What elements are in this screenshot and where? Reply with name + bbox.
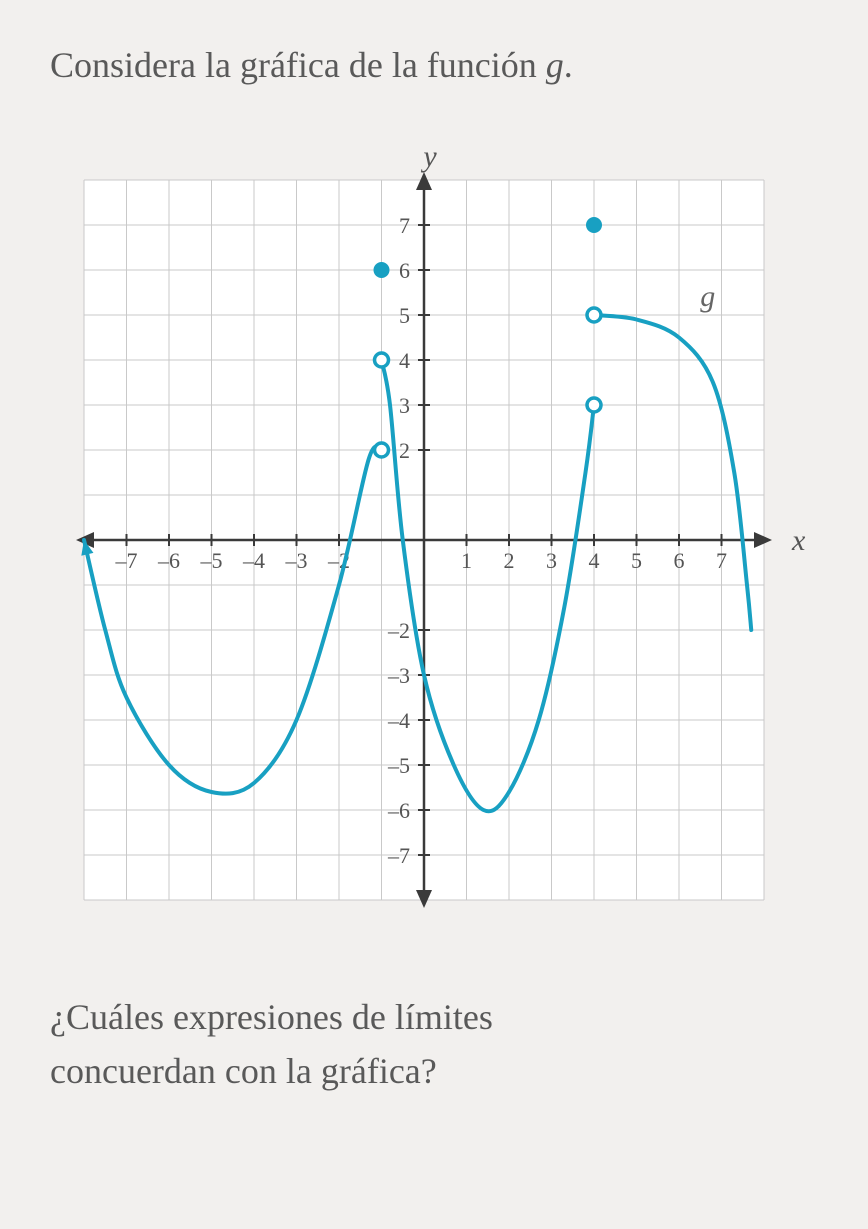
chart-svg: –7–6–5–4–3–21234567234567–2–3–4–5–6–7yxg [54, 140, 814, 940]
function-graph: –7–6–5–4–3–21234567234567–2–3–4–5–6–7yxg [54, 140, 814, 940]
svg-text:g: g [700, 280, 715, 313]
svg-text:3: 3 [399, 393, 410, 418]
svg-text:–7: –7 [115, 548, 138, 573]
svg-text:7: 7 [716, 548, 727, 573]
page-title: Considera la gráfica de la función g. [50, 40, 818, 90]
svg-text:1: 1 [461, 548, 472, 573]
svg-text:–4: –4 [387, 708, 410, 733]
svg-text:5: 5 [631, 548, 642, 573]
question-line1: ¿Cuáles expresiones de límites [50, 997, 493, 1037]
question-text: ¿Cuáles expresiones de límites concuerda… [50, 990, 818, 1098]
svg-text:x: x [791, 524, 806, 557]
svg-text:4: 4 [399, 348, 410, 373]
svg-text:3: 3 [546, 548, 557, 573]
svg-text:–4: –4 [242, 548, 265, 573]
svg-text:2: 2 [399, 438, 410, 463]
heading-func: g [546, 45, 564, 85]
svg-text:–3: –3 [387, 663, 410, 688]
svg-text:–6: –6 [387, 798, 410, 823]
svg-text:2: 2 [504, 548, 515, 573]
svg-text:y: y [420, 140, 437, 173]
svg-text:6: 6 [674, 548, 685, 573]
svg-text:7: 7 [399, 213, 410, 238]
svg-text:5: 5 [399, 303, 410, 328]
svg-text:–3: –3 [285, 548, 308, 573]
svg-text:6: 6 [399, 258, 410, 283]
question-line2: concuerdan con la gráfica? [50, 1051, 437, 1091]
svg-text:–2: –2 [387, 618, 410, 643]
svg-text:–5: –5 [387, 753, 410, 778]
svg-text:–6: –6 [157, 548, 180, 573]
svg-text:–7: –7 [387, 843, 410, 868]
heading-prefix: Considera la gráfica de la función [50, 45, 546, 85]
svg-text:–5: –5 [200, 548, 223, 573]
svg-text:4: 4 [589, 548, 600, 573]
heading-suffix: . [564, 45, 573, 85]
